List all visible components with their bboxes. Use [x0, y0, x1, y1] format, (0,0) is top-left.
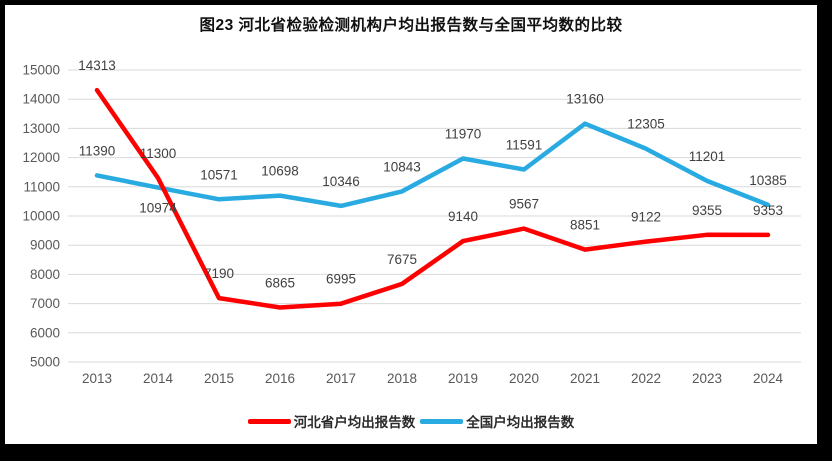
data-label: 11201 — [689, 149, 726, 164]
x-tick-label: 2022 — [631, 371, 661, 386]
data-label: 9353 — [753, 203, 783, 218]
x-tick-label: 2019 — [448, 371, 478, 386]
x-tick-label: 2015 — [204, 371, 234, 386]
y-tick-label: 8000 — [30, 267, 60, 282]
data-label: 9122 — [631, 210, 661, 225]
y-tick-label: 5000 — [30, 355, 60, 370]
x-tick-label: 2024 — [753, 371, 784, 386]
y-tick-label: 9000 — [30, 238, 60, 253]
series-line — [94, 121, 771, 209]
data-label: 10698 — [261, 164, 299, 179]
x-tick-label: 2017 — [326, 371, 356, 386]
legend-item-national: 全国户均出报告数 — [420, 411, 574, 431]
data-label: 8851 — [570, 218, 600, 233]
data-label: 6995 — [326, 272, 356, 287]
data-label: 10346 — [322, 174, 360, 189]
legend: 河北省户均出报告数 全国户均出报告数 — [5, 411, 817, 431]
data-label: 11390 — [79, 143, 116, 158]
series-line — [94, 87, 771, 310]
y-tick-label: 13000 — [22, 121, 60, 136]
legend-swatch-national — [420, 418, 464, 424]
chart-title: 图23 河北省检验检测机构户均出报告数与全国平均数的比较 — [199, 17, 623, 34]
x-tick-label: 2023 — [692, 371, 722, 386]
data-label: 11300 — [140, 146, 177, 161]
y-tick-label: 15000 — [22, 63, 60, 78]
data-label: 9567 — [509, 197, 539, 212]
x-tick-label: 2013 — [82, 371, 112, 386]
x-tick-label: 2018 — [387, 371, 417, 386]
data-label: 12305 — [627, 117, 665, 132]
data-label: 11970 — [445, 126, 482, 141]
line-chart: 5000 6000 7000 8000 9000 10000 11000 12000 13000… — [22, 58, 801, 386]
data-label: 13160 — [566, 92, 604, 107]
y-tick-label: 6000 — [30, 325, 60, 340]
data-label: 10843 — [383, 159, 421, 174]
data-label: 10385 — [749, 173, 787, 188]
data-label: 9140 — [448, 209, 478, 224]
y-tick-label: 12000 — [22, 150, 60, 165]
data-label: 9355 — [692, 203, 722, 218]
legend-label-hebei: 河北省户均出报告数 — [293, 415, 416, 430]
legend-label-national: 全国户均出报告数 — [466, 415, 575, 430]
chart-canvas: 图23 河北省检验检测机构户均出报告数与全国平均数的比较 5000 6000 700… — [5, 5, 817, 444]
y-tick-label: 11000 — [23, 179, 60, 194]
y-tick-label: 7000 — [30, 296, 60, 311]
legend-item-hebei: 河北省户均出报告数 — [247, 411, 416, 431]
data-label: 14313 — [78, 58, 116, 73]
data-label: 7675 — [387, 252, 417, 267]
data-label: 7190 — [204, 266, 234, 281]
x-tick-label: 2016 — [265, 371, 295, 386]
data-label: 10974 — [139, 201, 177, 216]
legend-swatch-hebei — [247, 418, 291, 424]
data-label: 10571 — [200, 167, 238, 182]
x-tick-label: 2021 — [570, 371, 600, 386]
data-label: 11591 — [506, 138, 543, 153]
x-tick-label: 2014 — [143, 371, 174, 386]
x-tick-label: 2020 — [509, 371, 539, 386]
data-label: 6865 — [265, 276, 295, 291]
y-tick-label: 10000 — [22, 209, 60, 224]
y-tick-label: 14000 — [22, 92, 60, 107]
